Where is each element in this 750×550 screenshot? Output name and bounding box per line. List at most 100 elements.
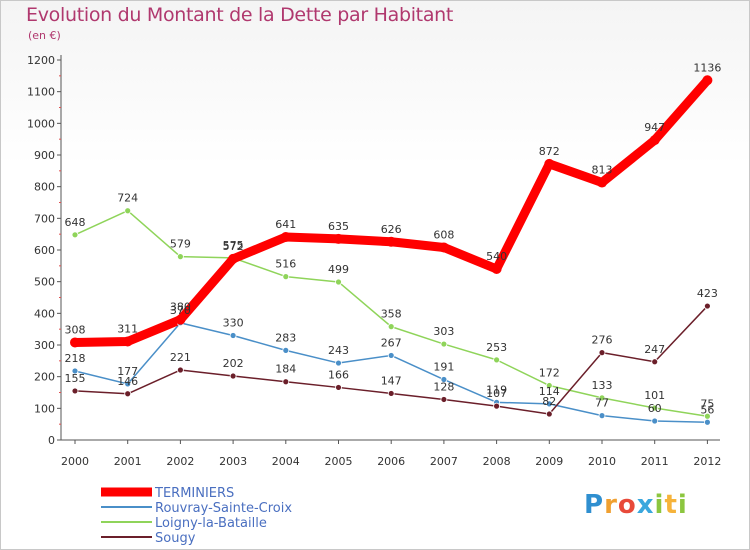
data-point [386,236,397,247]
data-label: 218 [65,352,86,365]
data-label: 56 [700,403,714,416]
data-point [335,384,342,391]
x-tick-label: 2003 [219,455,247,468]
legend-label: Sougy [155,531,196,546]
chart-title: Evolution du Montant de la Dette par Hab… [26,4,454,26]
data-point [282,273,290,281]
x-tick-label: 2000 [61,455,89,468]
data-label: 177 [117,365,138,378]
data-point [651,417,659,425]
legend-label: Rouvray-Sainte-Croix [155,501,292,516]
data-point [597,177,607,188]
data-label: 247 [644,343,665,356]
data-point [544,158,555,169]
data-point [71,367,79,375]
data-point [175,314,186,325]
y-tick-label: 200 [34,371,55,384]
data-label: 575 [223,239,244,252]
y-tick-label: 500 [34,276,55,289]
data-label: 724 [117,192,138,205]
data-point [598,349,606,357]
data-point [280,232,291,243]
data-label: 253 [486,341,507,354]
data-point [545,382,553,389]
x-tick-label: 2007 [430,455,458,468]
data-point [282,378,290,386]
data-label: 128 [433,380,454,393]
y-tick-label: 400 [34,307,55,320]
data-label: 191 [433,361,454,374]
data-point [387,352,395,359]
x-tick-label: 2006 [377,455,405,468]
data-label: 172 [539,367,560,380]
data-label: 641 [275,218,296,231]
data-label: 119 [486,383,507,396]
data-label: 608 [433,228,454,241]
data-point [282,346,290,354]
data-label: 155 [65,372,86,385]
data-label: 540 [486,250,507,263]
data-label: 221 [170,351,191,364]
data-point [440,396,448,403]
data-point [440,376,448,383]
data-label: 813 [592,164,613,177]
x-tick-label: 2005 [325,455,353,468]
data-point [335,278,342,286]
data-label: 166 [328,368,349,381]
y-tick-label: 100 [34,402,55,415]
legend-label: Loigny-la-Bataille [155,516,267,531]
data-point [229,372,237,380]
data-label: 147 [381,374,402,387]
data-point [493,356,501,364]
data-label: 267 [381,336,402,349]
data-point [70,337,80,348]
data-point [176,253,184,261]
x-tick-label: 2008 [483,455,511,468]
data-point [387,323,395,331]
x-tick-label: 2004 [272,455,300,468]
data-label: 626 [381,223,402,236]
data-label: 358 [381,308,402,321]
data-label: 380 [170,301,191,314]
data-point [71,231,79,239]
x-tick-label: 2002 [166,455,194,468]
data-point [71,387,79,395]
proxiti-logo: Proxiti [584,490,688,520]
x-tick-label: 2011 [641,455,669,468]
data-label: 572 [223,240,244,253]
data-label: 184 [275,363,296,376]
data-point [228,253,239,264]
data-label: 635 [328,220,349,233]
data-label: 60 [648,402,662,415]
data-label: 423 [697,287,718,300]
data-label: 370 [170,304,191,317]
data-label: 947 [644,121,665,134]
data-label: 114 [539,385,560,398]
legend-label: TERMINIERS [154,486,234,501]
data-point [491,264,502,274]
data-label: 101 [644,389,665,402]
data-label: 276 [592,334,613,347]
data-label: 107 [486,387,507,400]
chart-subtitle: (en €) [28,29,61,42]
data-point [598,412,606,420]
data-point [704,302,711,310]
data-point [545,410,553,418]
y-tick-label: 600 [34,244,55,257]
data-point [124,390,132,398]
data-label: 308 [65,323,86,336]
data-point [176,366,184,374]
data-label: 146 [117,375,138,388]
y-tick-label: 700 [34,212,55,225]
data-label: 311 [117,323,138,336]
data-point [651,404,659,412]
y-tick-label: 0 [48,434,55,447]
data-label: 133 [592,379,613,392]
data-label: 1136 [693,61,721,74]
data-label: 499 [328,263,349,276]
data-label: 516 [275,258,296,271]
y-tick-label: 300 [34,339,55,352]
x-tick-label: 2009 [535,455,563,468]
data-label: 77 [595,397,609,410]
data-point [545,400,553,408]
